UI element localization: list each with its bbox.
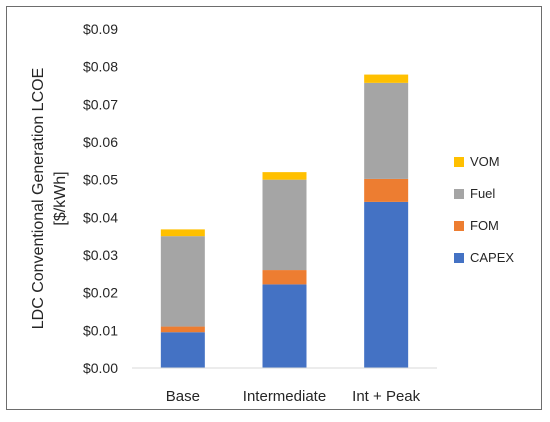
y-tick-label: $0.02	[83, 285, 118, 301]
bar-segment-fuel-1	[262, 179, 307, 271]
y-tick-label: $0.00	[83, 360, 118, 376]
x-tick-label: Int + Peak	[352, 388, 420, 405]
y-axis-label-line-1: LDC Conventional Generation LCOE	[30, 68, 47, 329]
bars	[160, 74, 409, 368]
legend-swatch-fuel	[454, 189, 464, 199]
y-tick-label: $0.05	[83, 172, 118, 188]
legend-label-vom: VOM	[470, 154, 500, 169]
y-axis-ticks: $0.00 $0.01 $0.02 $0.03 $0.04 $0.05 $0.06 $0.07…	[83, 21, 118, 376]
x-tick-label: Base	[166, 388, 200, 405]
x-axis-ticks: Base Intermediate Int + Peak	[166, 388, 421, 405]
bar-segment-vom-1	[262, 172, 307, 180]
x-tick-label: Intermediate	[243, 388, 326, 405]
y-tick-label: $0.07	[83, 96, 118, 112]
bar-segment-vom-2	[364, 74, 409, 83]
bar-segment-capex-1	[262, 284, 307, 368]
bar-segment-fuel-2	[364, 82, 409, 179]
y-axis-label: LDC Conventional Generation LCOE [$/kWh]	[30, 68, 69, 329]
bar-segment-capex-0	[160, 332, 205, 368]
legend: VOM Fuel FOM CAPEX	[454, 154, 514, 265]
legend-swatch-vom	[454, 157, 464, 167]
bar-segment-capex-2	[364, 201, 409, 368]
y-tick-label: $0.09	[83, 21, 118, 37]
y-axis-label-line-2: [$/kWh]	[52, 171, 69, 225]
bar-segment-fuel-0	[160, 236, 205, 327]
y-tick-label: $0.06	[83, 134, 118, 150]
bar-segment-fom-2	[364, 178, 409, 202]
chart-frame: LDC Conventional Generation LCOE [$/kWh] …	[6, 6, 542, 410]
bar-segment-fom-0	[160, 326, 205, 333]
y-tick-label: $0.03	[83, 247, 118, 263]
y-tick-label: $0.04	[83, 209, 118, 225]
bar-segment-fom-1	[262, 270, 307, 285]
legend-label-fom: FOM	[470, 218, 499, 233]
legend-label-capex: CAPEX	[470, 250, 514, 265]
y-tick-label: $0.08	[83, 59, 118, 75]
bar-segment-vom-0	[160, 229, 205, 237]
stacked-bar-chart: LDC Conventional Generation LCOE [$/kWh] …	[30, 21, 514, 405]
legend-swatch-capex	[454, 253, 464, 263]
legend-swatch-fom	[454, 221, 464, 231]
y-tick-label: $0.01	[83, 322, 118, 338]
legend-label-fuel: Fuel	[470, 186, 495, 201]
